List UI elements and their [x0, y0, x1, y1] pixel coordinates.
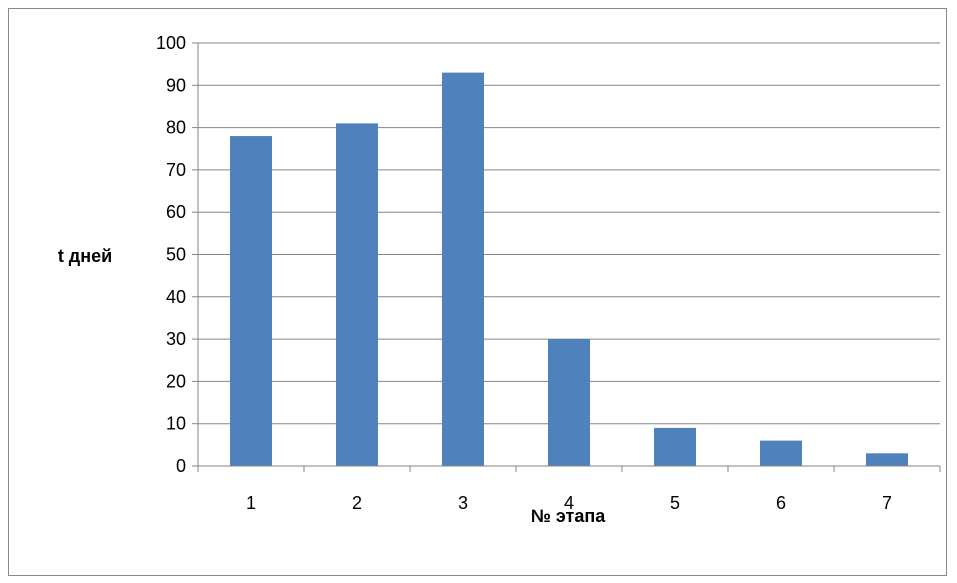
- y-tick-label: 30: [166, 329, 186, 349]
- bar: [548, 339, 590, 466]
- bar: [654, 427, 696, 466]
- x-tick-label: 3: [458, 493, 468, 513]
- bar: [230, 136, 272, 466]
- y-tick-label: 20: [166, 371, 186, 391]
- x-tick-label: 2: [352, 493, 362, 513]
- x-tick-label: 7: [882, 493, 892, 513]
- y-tick-label: 80: [166, 118, 186, 138]
- bars: [230, 72, 908, 467]
- x-tick-label: 1: [246, 493, 256, 513]
- x-tick-label: 5: [670, 493, 680, 513]
- y-tick-label: 100: [156, 33, 186, 53]
- bar: [760, 440, 802, 466]
- y-tick-label: 70: [166, 160, 186, 180]
- tick-labels: 0 10 20 30 40 50 60 70 80 90 100 1 2 3 4 5 6 7: [156, 33, 892, 513]
- gridlines: [198, 42, 940, 425]
- axes: [192, 42, 941, 472]
- y-axis-title: t дней: [58, 246, 112, 266]
- bar: [442, 72, 484, 467]
- y-tick-label: 60: [166, 202, 186, 222]
- y-tick-label: 10: [166, 414, 186, 434]
- x-tick-label: 6: [776, 493, 786, 513]
- bar: [866, 453, 908, 466]
- y-tick-label: 40: [166, 287, 186, 307]
- bar: [336, 123, 378, 467]
- y-tick-label: 90: [166, 75, 186, 95]
- x-axis-title: № этапа: [531, 506, 606, 526]
- x-tick-label: 4: [564, 493, 574, 513]
- y-tick-label: 50: [166, 245, 186, 265]
- y-tick-label: 0: [176, 456, 186, 476]
